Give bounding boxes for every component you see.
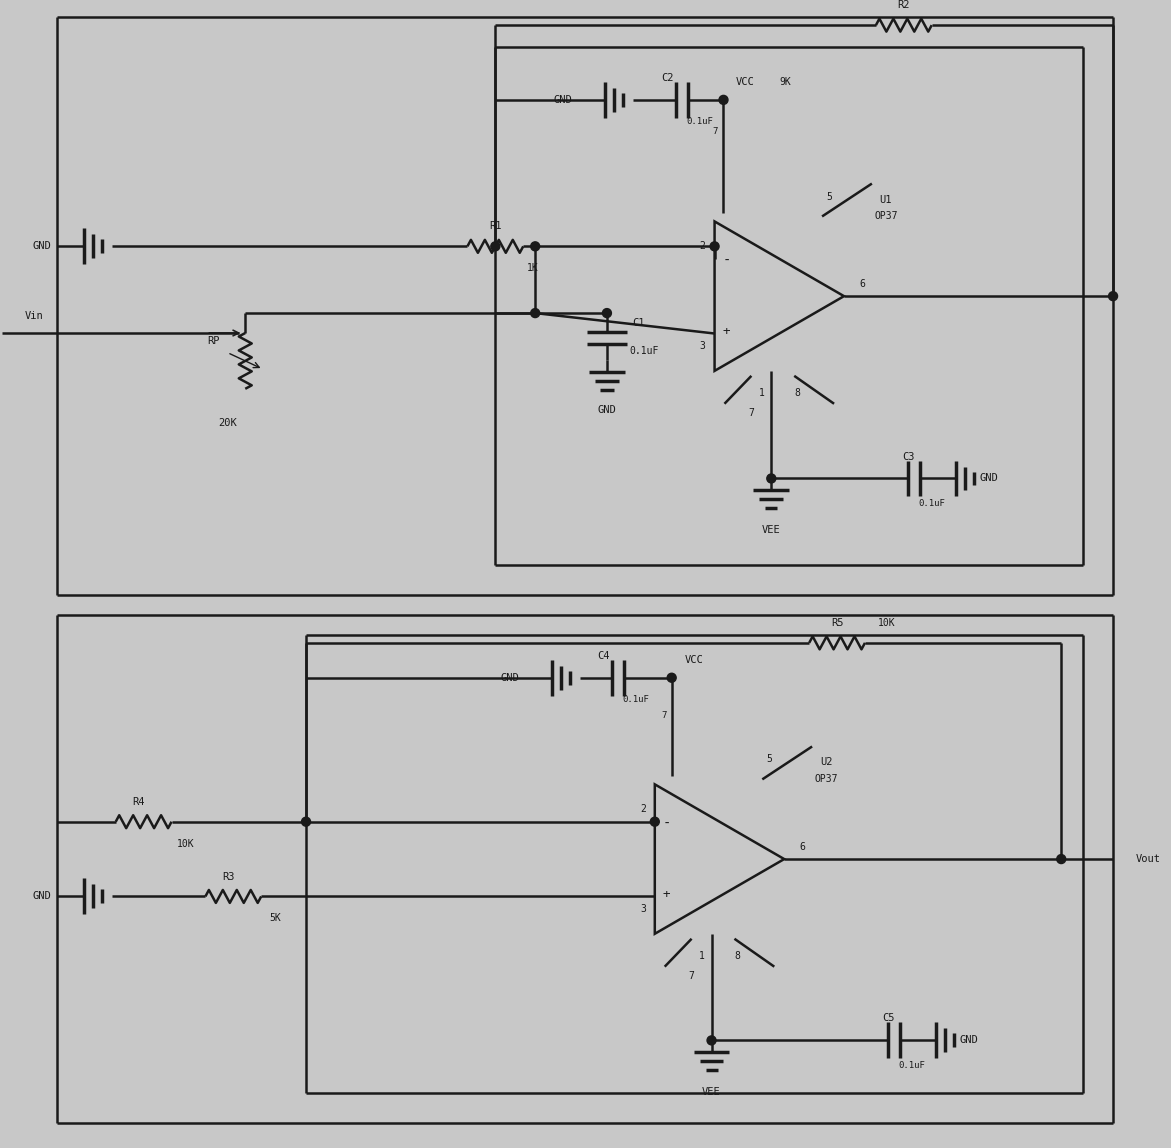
Circle shape: [1109, 292, 1117, 301]
Circle shape: [530, 242, 540, 250]
Text: 7: 7: [748, 408, 754, 418]
Text: GND: GND: [979, 473, 998, 483]
Text: U1: U1: [879, 194, 892, 204]
Text: VEE: VEE: [762, 526, 781, 535]
Text: R5: R5: [830, 618, 843, 628]
Text: GND: GND: [33, 241, 52, 251]
Circle shape: [491, 242, 500, 250]
Text: 3: 3: [639, 905, 645, 915]
Circle shape: [710, 242, 719, 250]
Text: RP: RP: [207, 336, 220, 346]
Text: 2: 2: [700, 241, 706, 250]
Text: 8: 8: [794, 388, 800, 398]
Circle shape: [719, 95, 728, 104]
Text: -: -: [723, 254, 731, 267]
Text: +: +: [663, 887, 671, 901]
Text: 8: 8: [734, 951, 740, 961]
Circle shape: [302, 817, 310, 827]
Text: 10K: 10K: [878, 618, 896, 628]
Text: 6: 6: [800, 843, 806, 852]
Text: OP37: OP37: [874, 211, 898, 222]
Text: R3: R3: [222, 871, 234, 882]
Text: 1: 1: [699, 951, 705, 961]
Text: +: +: [723, 325, 731, 338]
Text: 5: 5: [826, 192, 831, 202]
Text: -: -: [663, 816, 671, 831]
Text: U2: U2: [820, 758, 833, 767]
Text: 10K: 10K: [177, 839, 194, 848]
Text: 0.1uF: 0.1uF: [898, 1061, 925, 1070]
Text: C5: C5: [883, 1014, 895, 1024]
Text: C1: C1: [632, 318, 645, 328]
Text: 1K: 1K: [527, 263, 539, 273]
Text: R1: R1: [489, 222, 501, 232]
Text: GND: GND: [554, 95, 573, 104]
Text: Vout: Vout: [1136, 854, 1160, 864]
Text: R4: R4: [132, 797, 145, 807]
Text: 5: 5: [766, 754, 772, 765]
Circle shape: [707, 1035, 715, 1045]
Text: C2: C2: [662, 73, 674, 83]
Text: GND: GND: [501, 673, 520, 683]
Text: C4: C4: [597, 651, 610, 661]
Text: OP37: OP37: [814, 775, 837, 784]
Text: 7: 7: [660, 711, 666, 720]
Circle shape: [767, 474, 776, 483]
Text: 20K: 20K: [218, 418, 237, 428]
Text: 0.1uF: 0.1uF: [629, 346, 658, 356]
Circle shape: [602, 309, 611, 318]
Text: C3: C3: [903, 451, 915, 461]
Text: 5K: 5K: [269, 914, 281, 923]
Text: 6: 6: [860, 279, 865, 289]
Circle shape: [530, 309, 540, 318]
Circle shape: [667, 673, 676, 682]
Text: VCC: VCC: [737, 77, 755, 87]
Text: 2: 2: [639, 804, 645, 814]
Text: 7: 7: [689, 971, 694, 980]
Text: 0.1uF: 0.1uF: [686, 117, 713, 126]
Text: R2: R2: [898, 0, 910, 10]
Text: VEE: VEE: [703, 1087, 721, 1097]
Text: 0.1uF: 0.1uF: [918, 499, 945, 507]
Text: 0.1uF: 0.1uF: [622, 696, 649, 704]
Text: 7: 7: [713, 127, 718, 137]
Text: VCC: VCC: [684, 654, 703, 665]
Text: GND: GND: [959, 1035, 978, 1046]
Text: 1: 1: [759, 388, 765, 398]
Text: GND: GND: [33, 892, 52, 901]
Text: 3: 3: [700, 341, 706, 351]
Circle shape: [1056, 854, 1066, 863]
Text: GND: GND: [597, 405, 616, 414]
Text: 9K: 9K: [780, 77, 792, 87]
Circle shape: [650, 817, 659, 827]
Text: Vin: Vin: [25, 311, 43, 321]
